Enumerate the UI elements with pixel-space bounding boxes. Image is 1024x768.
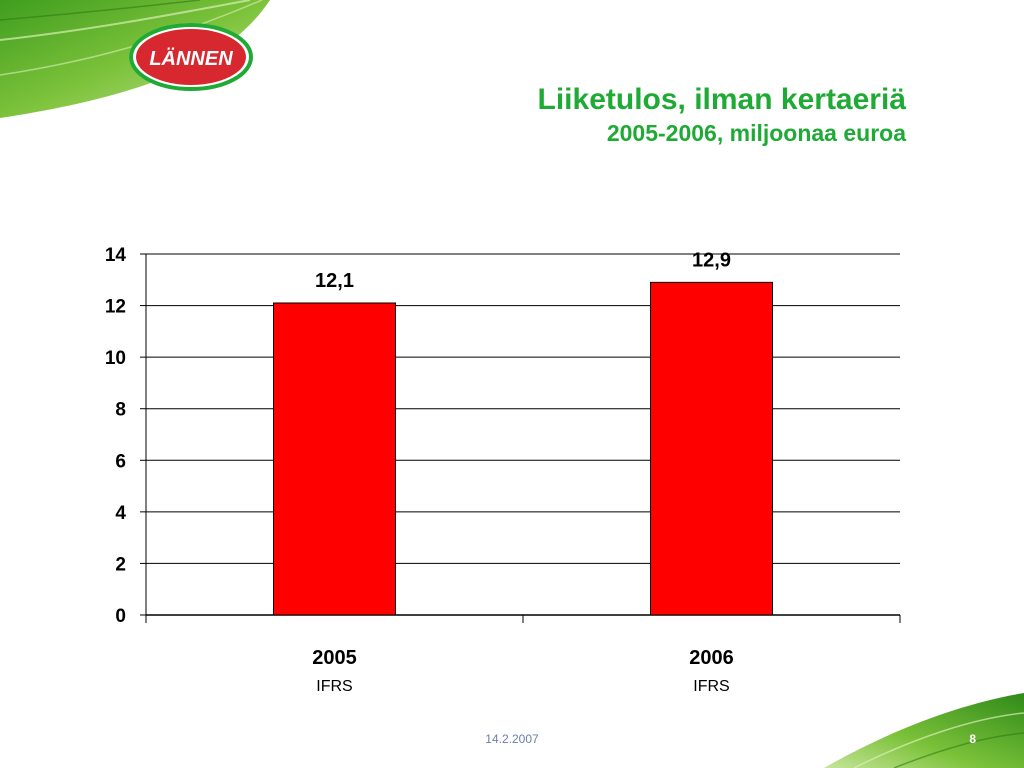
y-tick-label: 0 <box>115 606 126 627</box>
data-label: 12,1 <box>315 270 354 292</box>
y-tick-label: 4 <box>115 503 126 524</box>
y-tick-label: 10 <box>105 348 126 369</box>
slide-title: Liiketulos, ilman kertaeriä <box>537 83 906 116</box>
y-tick-label: 12 <box>105 297 126 318</box>
data-label: 12,9 <box>692 249 731 271</box>
x-tick-label: 2005 <box>312 647 357 669</box>
leaf-decoration-bottom <box>824 693 1024 768</box>
slide-subtitle: 2005-2006, miljoonaa euroa <box>606 120 906 146</box>
bar <box>650 281 773 616</box>
y-tick-label: 6 <box>115 451 126 472</box>
x-tick-label: 2006 <box>689 647 734 669</box>
y-tick-label: 8 <box>115 400 126 421</box>
lannen-logo: LÄNNEN <box>129 23 253 91</box>
y-tick-label: 2 <box>115 554 126 575</box>
footer-date: 14.2.2007 <box>485 732 539 746</box>
logo-text: LÄNNEN <box>149 47 233 70</box>
title-block: Liiketulos, ilman kertaeriä 2005-2006, m… <box>538 82 906 148</box>
bar <box>273 302 396 616</box>
y-tick-label: 14 <box>105 245 127 266</box>
x-tick-sublabel: IFRS <box>316 678 352 695</box>
x-tick-sublabel: IFRS <box>693 678 729 695</box>
page-number: 8 <box>969 732 976 746</box>
